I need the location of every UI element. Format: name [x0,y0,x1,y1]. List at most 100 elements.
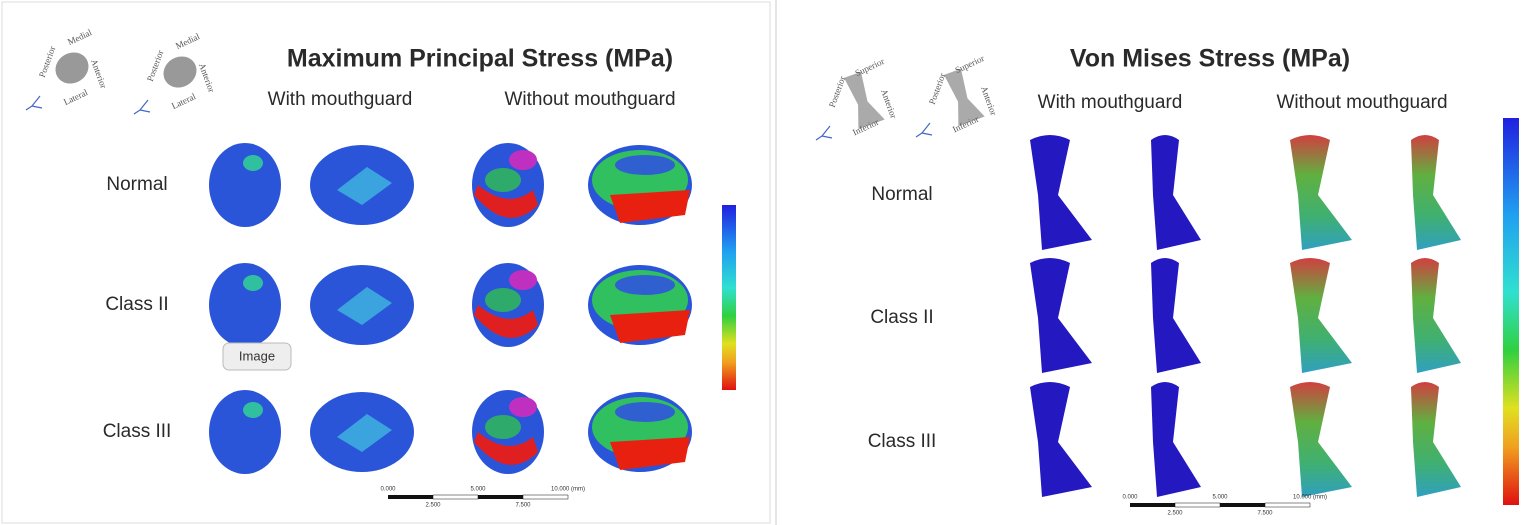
orientation-label: Lateral [62,87,90,107]
scale-label: 7.500 [515,503,531,509]
orientation-label: Superior [853,56,885,78]
stress-model [1030,258,1092,373]
stress-zone [485,168,521,192]
scale-segment [1174,502,1221,508]
column-label: Without mouthguard [1276,92,1447,113]
stress-model [209,390,281,474]
scale-segment [1130,503,1175,507]
stress-zone [615,275,675,295]
tooltip-text: Image [239,348,275,363]
stress-model [1030,135,1092,250]
stress-model [1290,382,1352,497]
stress-zone [337,414,392,452]
column-label: With mouthguard [1038,92,1183,113]
stress-model [1151,258,1201,373]
stress-model [209,263,281,347]
axis-triad [133,99,151,115]
scale-label: 5.000 [470,487,486,493]
scale-segment [432,494,479,500]
stress-zone [474,185,538,218]
stress-model [588,145,692,225]
stress-zone [509,150,537,170]
row-label: Class III [103,421,172,442]
stress-zone [610,437,690,470]
stress-model [588,392,692,472]
orientation-label: Posterior [827,75,848,109]
axis-triad [915,122,933,138]
row-label: Normal [871,184,932,205]
model-body [209,263,281,347]
orientation-label: Anterior [197,62,217,94]
stress-zone [337,287,392,325]
stress-zone [615,402,675,422]
stress-zone [615,155,675,175]
orientation-label: Superior [953,53,985,75]
scale-label: 0.000 [380,487,396,493]
row-label: Normal [106,174,167,195]
stress-model [1411,258,1461,373]
column-label: Without mouthguard [504,89,675,110]
panel-title: Von Mises Stress (MPa) [1070,45,1350,73]
icon-shape [55,52,89,84]
row-label: Class III [868,431,937,452]
icon-shape [163,56,197,88]
scale-segment [388,495,433,499]
stress-model [588,265,692,345]
orientation-label: Posterior [145,49,166,83]
stress-model [1411,135,1461,250]
stress-zone [337,167,392,205]
stress-model [310,392,414,472]
stress-model [1290,258,1352,373]
left-frame [1,1,771,524]
orientation-label: Anterior [879,88,899,120]
stress-zone [485,288,521,312]
stress-zone [509,397,537,417]
color-bar [1503,118,1519,505]
stress-model [472,263,544,347]
stress-model [472,390,544,474]
scale-bar: 0.000 2.500 5.000 7.500 10.000 (mm) [1122,495,1327,517]
icon-shape [944,68,985,127]
scale-label: 10.000 (mm) [1293,495,1327,501]
tooltip: Image [222,342,292,371]
scale-label: 2.500 [1167,511,1183,517]
scale-segment [478,495,523,499]
color-bar [722,205,736,390]
orientation-label: Lateral [170,91,198,111]
orientation-label: Anterior [979,85,999,117]
scale-segment [522,494,569,500]
stress-zone [243,402,263,418]
scale-segment [1264,502,1311,508]
stress-model [1151,382,1201,497]
orientation-label: Medial [66,27,94,47]
scale-segment [1220,503,1265,507]
stress-zone [474,432,538,465]
stress-model [1290,135,1352,250]
orientation-label: Posterior [37,45,58,79]
model-body [209,143,281,227]
stress-zone [610,310,690,343]
stress-zone [509,270,537,290]
stress-model [209,143,281,227]
stress-zone [243,155,263,171]
axis-triad [815,125,833,141]
stress-zone [485,415,521,439]
scale-bar: 0.000 2.500 5.000 7.500 10.000 (mm) [380,487,585,509]
scale-label: 10.000 (mm) [551,487,585,493]
icon-shape [844,71,885,130]
stress-model [472,143,544,227]
orientation-label: Posterior [927,72,948,106]
panel-title: Maximum Principal Stress (MPa) [287,45,673,73]
stress-model [1411,382,1461,497]
column-label: With mouthguard [268,89,413,110]
scale-label: 2.500 [425,503,441,509]
tooltip-box [222,342,292,371]
row-label: Class II [105,294,168,315]
stress-zone [610,190,690,223]
scale-label: 7.500 [1257,511,1273,517]
